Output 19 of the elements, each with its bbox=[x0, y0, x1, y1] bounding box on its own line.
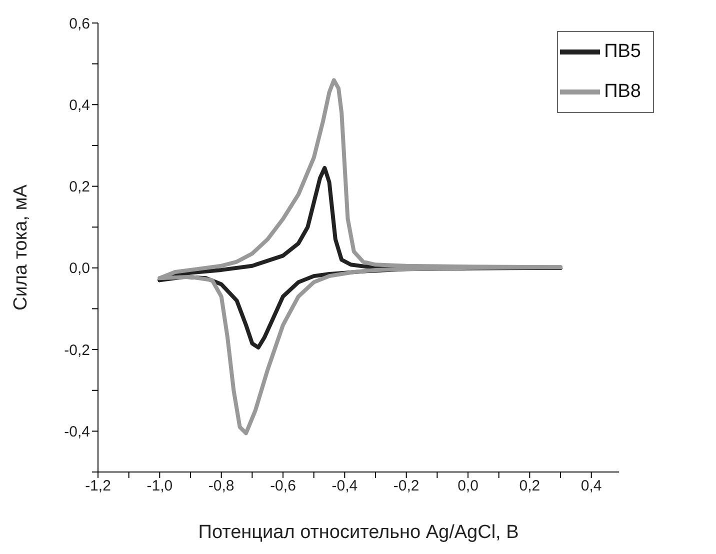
y-tick-label: 0,0 bbox=[69, 260, 90, 278]
x-tick-label: -0,8 bbox=[208, 478, 234, 495]
x-tick-label: -0,6 bbox=[270, 478, 296, 495]
legend-label: ПВ8 bbox=[604, 81, 641, 102]
x-tick-label: -0,2 bbox=[393, 478, 420, 495]
x-axis-title: Потенциал относительно Ag/AgCl, В bbox=[198, 522, 519, 543]
x-tick-label: 0,0 bbox=[458, 478, 478, 495]
y-tick-label: 0,2 bbox=[69, 178, 90, 196]
legend-label: ПВ5 bbox=[604, 41, 641, 62]
x-tick-label: 0,2 bbox=[519, 478, 540, 495]
y-axis-title: Сила тока, мА bbox=[10, 184, 32, 310]
x-tick-label: 0,4 bbox=[580, 478, 602, 495]
y-tick-label: -0,4 bbox=[64, 424, 90, 441]
y-tick-label: 0,4 bbox=[69, 96, 90, 114]
x-tick-label: -0,4 bbox=[332, 478, 358, 495]
y-tick-label: 0,6 bbox=[69, 15, 90, 32]
x-tick-label: -1,2 bbox=[85, 478, 111, 495]
y-tick-label: -0,2 bbox=[64, 342, 90, 359]
x-tick-label: -1,0 bbox=[146, 478, 173, 495]
